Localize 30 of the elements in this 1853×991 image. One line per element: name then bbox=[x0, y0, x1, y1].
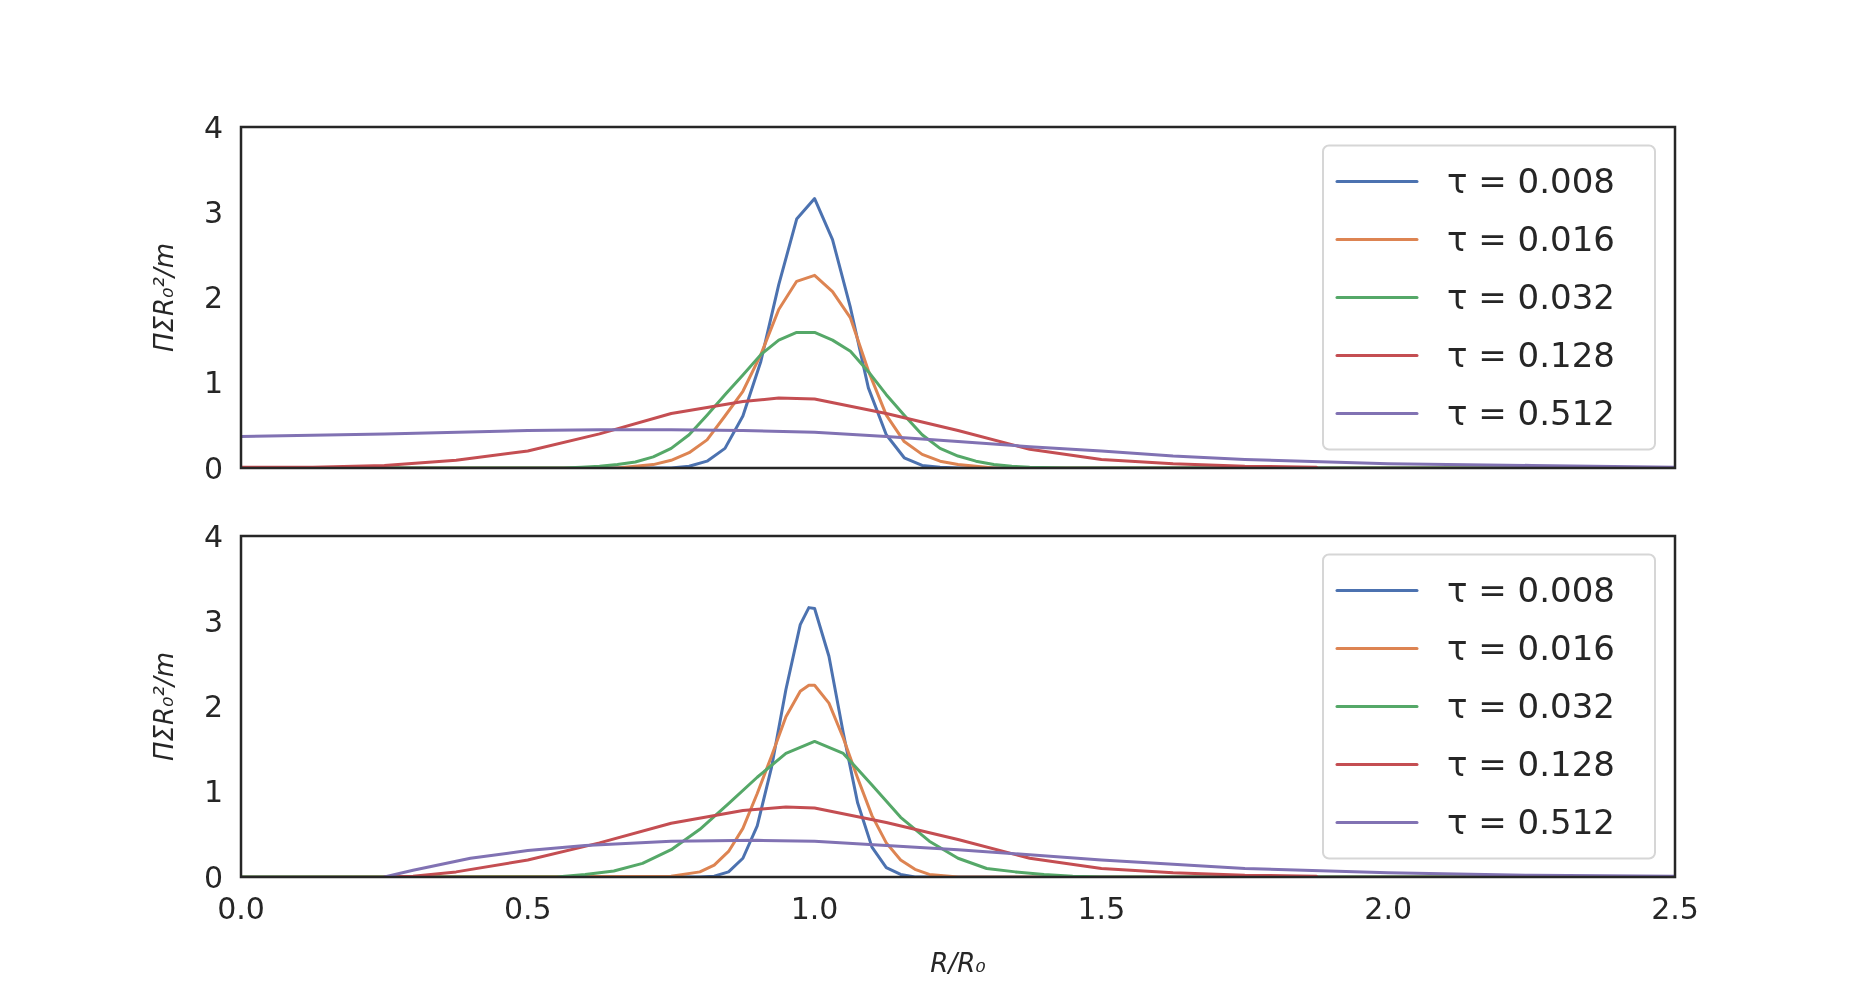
legend-label: τ = 0.512 bbox=[1447, 393, 1615, 434]
y-tick-label: 4 bbox=[203, 518, 223, 554]
legend-label: τ = 0.128 bbox=[1447, 744, 1615, 785]
legend-label: τ = 0.128 bbox=[1447, 335, 1615, 376]
y-axis-title: ΠΣR₀²/m bbox=[149, 652, 179, 761]
x-tick-label: 2.5 bbox=[1651, 891, 1699, 926]
legend-label: τ = 0.016 bbox=[1447, 219, 1615, 260]
x-tick-label: 1.0 bbox=[790, 891, 839, 926]
x-axis-title: R/R₀ bbox=[930, 948, 987, 978]
y-tick-label: 1 bbox=[203, 365, 223, 401]
legend-label: τ = 0.008 bbox=[1447, 570, 1615, 611]
line-series bbox=[382, 838, 1675, 877]
y-tick-label: 3 bbox=[203, 603, 223, 639]
y-tick-label: 2 bbox=[203, 280, 223, 315]
line-series bbox=[241, 428, 1675, 468]
x-tick-label: 1.5 bbox=[1077, 891, 1126, 926]
legend-label: τ = 0.032 bbox=[1447, 686, 1615, 727]
legend-label: τ = 0.512 bbox=[1447, 802, 1615, 843]
legend-label: τ = 0.016 bbox=[1447, 628, 1615, 669]
y-tick-label: 0 bbox=[203, 450, 223, 486]
x-tick-label: 0.5 bbox=[503, 891, 552, 926]
line-series bbox=[241, 396, 1318, 468]
legend-label: τ = 0.008 bbox=[1447, 161, 1615, 202]
y-tick-label: 2 bbox=[203, 689, 223, 724]
y-tick-label: 3 bbox=[203, 194, 223, 230]
x-tick-label: 2.0 bbox=[1364, 891, 1413, 926]
y-axis-title: ΠΣR₀²/m bbox=[149, 243, 179, 352]
y-tick-label: 4 bbox=[203, 109, 223, 145]
y-tick-label: 1 bbox=[203, 774, 223, 810]
legend-label: τ = 0.032 bbox=[1447, 277, 1615, 318]
